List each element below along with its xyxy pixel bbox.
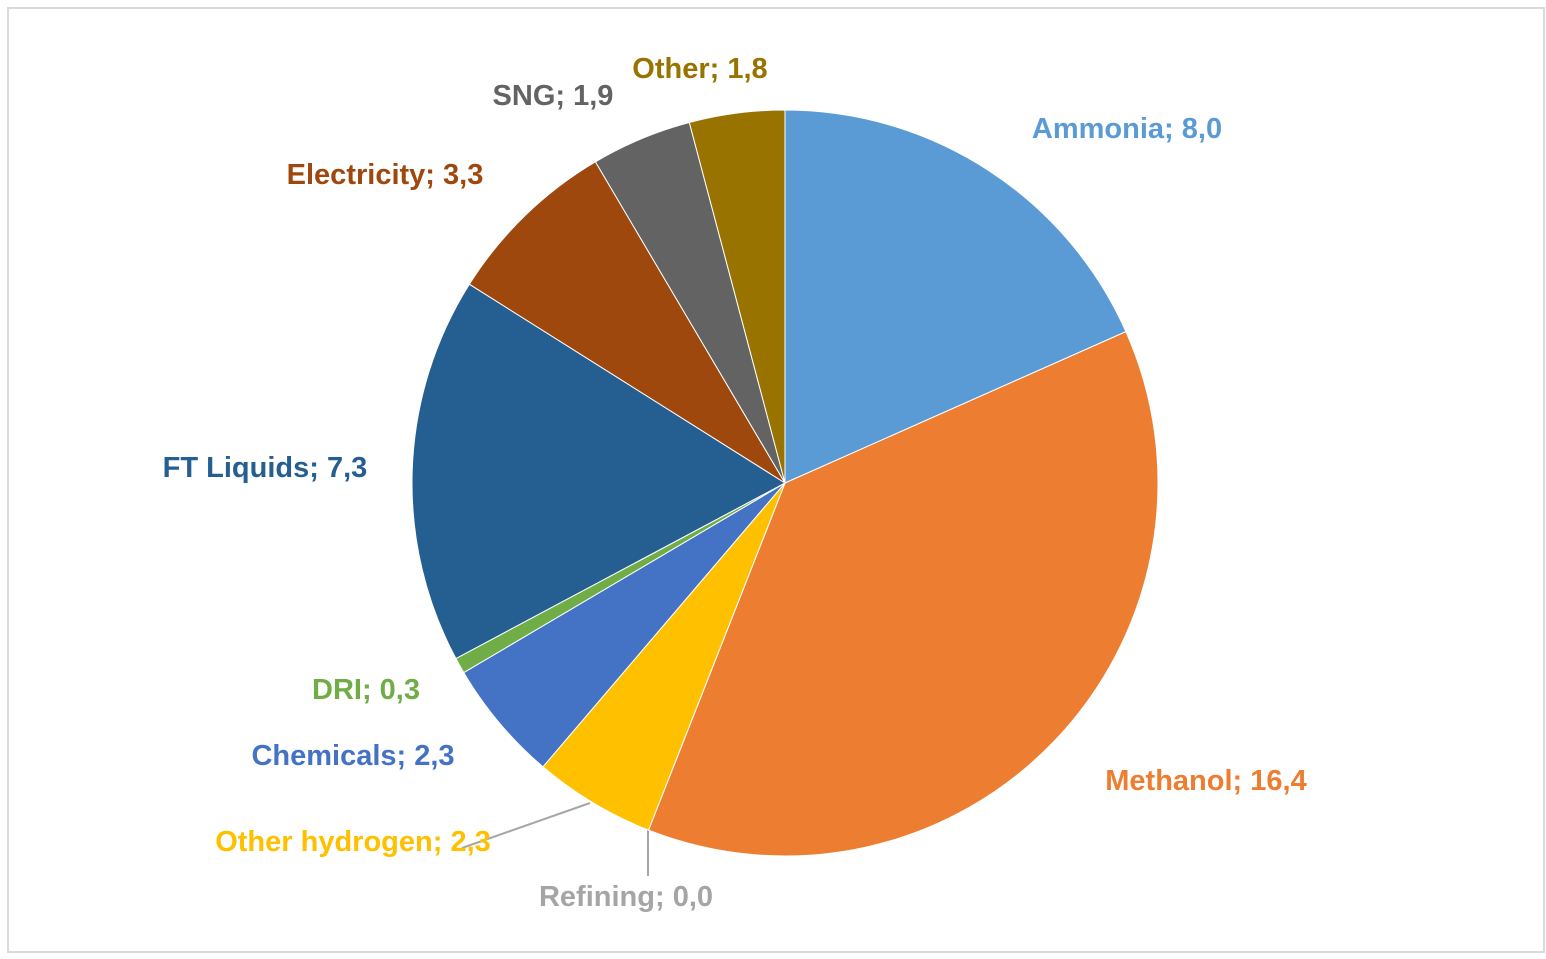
data-label: SNG; 1,9 [493,80,614,112]
data-label: Refining; 0,0 [539,881,713,913]
value-label: 1,9 [573,80,613,112]
data-label: Other; 1,8 [632,53,767,85]
data-label: Ammonia; 8,0 [1032,113,1222,145]
pie-slice [411,283,786,660]
label-separator: ; [397,740,415,772]
value-label: 0,3 [380,674,420,706]
value-label: 8,0 [1182,113,1222,145]
pie-slice [647,330,1159,857]
category-name: Other [632,53,709,85]
value-label: 1,8 [727,53,767,85]
value-label: 2,3 [450,826,490,858]
label-separator: ; [425,159,443,191]
category-name: Chemicals [251,740,396,772]
leader-line [461,802,591,849]
data-label: Methanol; 16,4 [1105,765,1306,797]
value-label: 7,3 [327,452,367,484]
pie-slice [688,109,786,484]
value-label: 2,3 [414,740,454,772]
pie-slice [784,109,1127,484]
category-name: DRI [312,674,362,706]
data-label: Electricity; 3,3 [287,159,484,191]
data-label: DRI; 0,3 [312,674,420,706]
label-separator: ; [433,826,451,858]
label-separator: ; [309,452,327,484]
category-name: Refining [539,881,655,913]
category-name: Electricity [287,159,426,191]
pie-slice [468,161,786,484]
value-label: 3,3 [443,159,483,191]
category-name: Methanol [1105,765,1232,797]
value-label: 16,4 [1250,765,1306,797]
label-separator: ; [655,881,673,913]
data-label: Chemicals; 2,3 [251,740,454,772]
label-separator: ; [710,53,728,85]
category-name: FT Liquids [163,452,310,484]
category-name: Ammonia [1032,113,1165,145]
value-label: 0,0 [673,881,713,913]
category-name: SNG [493,80,556,112]
data-label: FT Liquids; 7,3 [163,452,368,484]
label-separator: ; [555,80,573,112]
data-label: Other hydrogen; 2,3 [215,826,491,858]
label-separator: ; [362,674,380,706]
label-separator: ; [1164,113,1182,145]
label-separator: ; [1233,765,1251,797]
category-name: Other hydrogen [215,826,433,858]
